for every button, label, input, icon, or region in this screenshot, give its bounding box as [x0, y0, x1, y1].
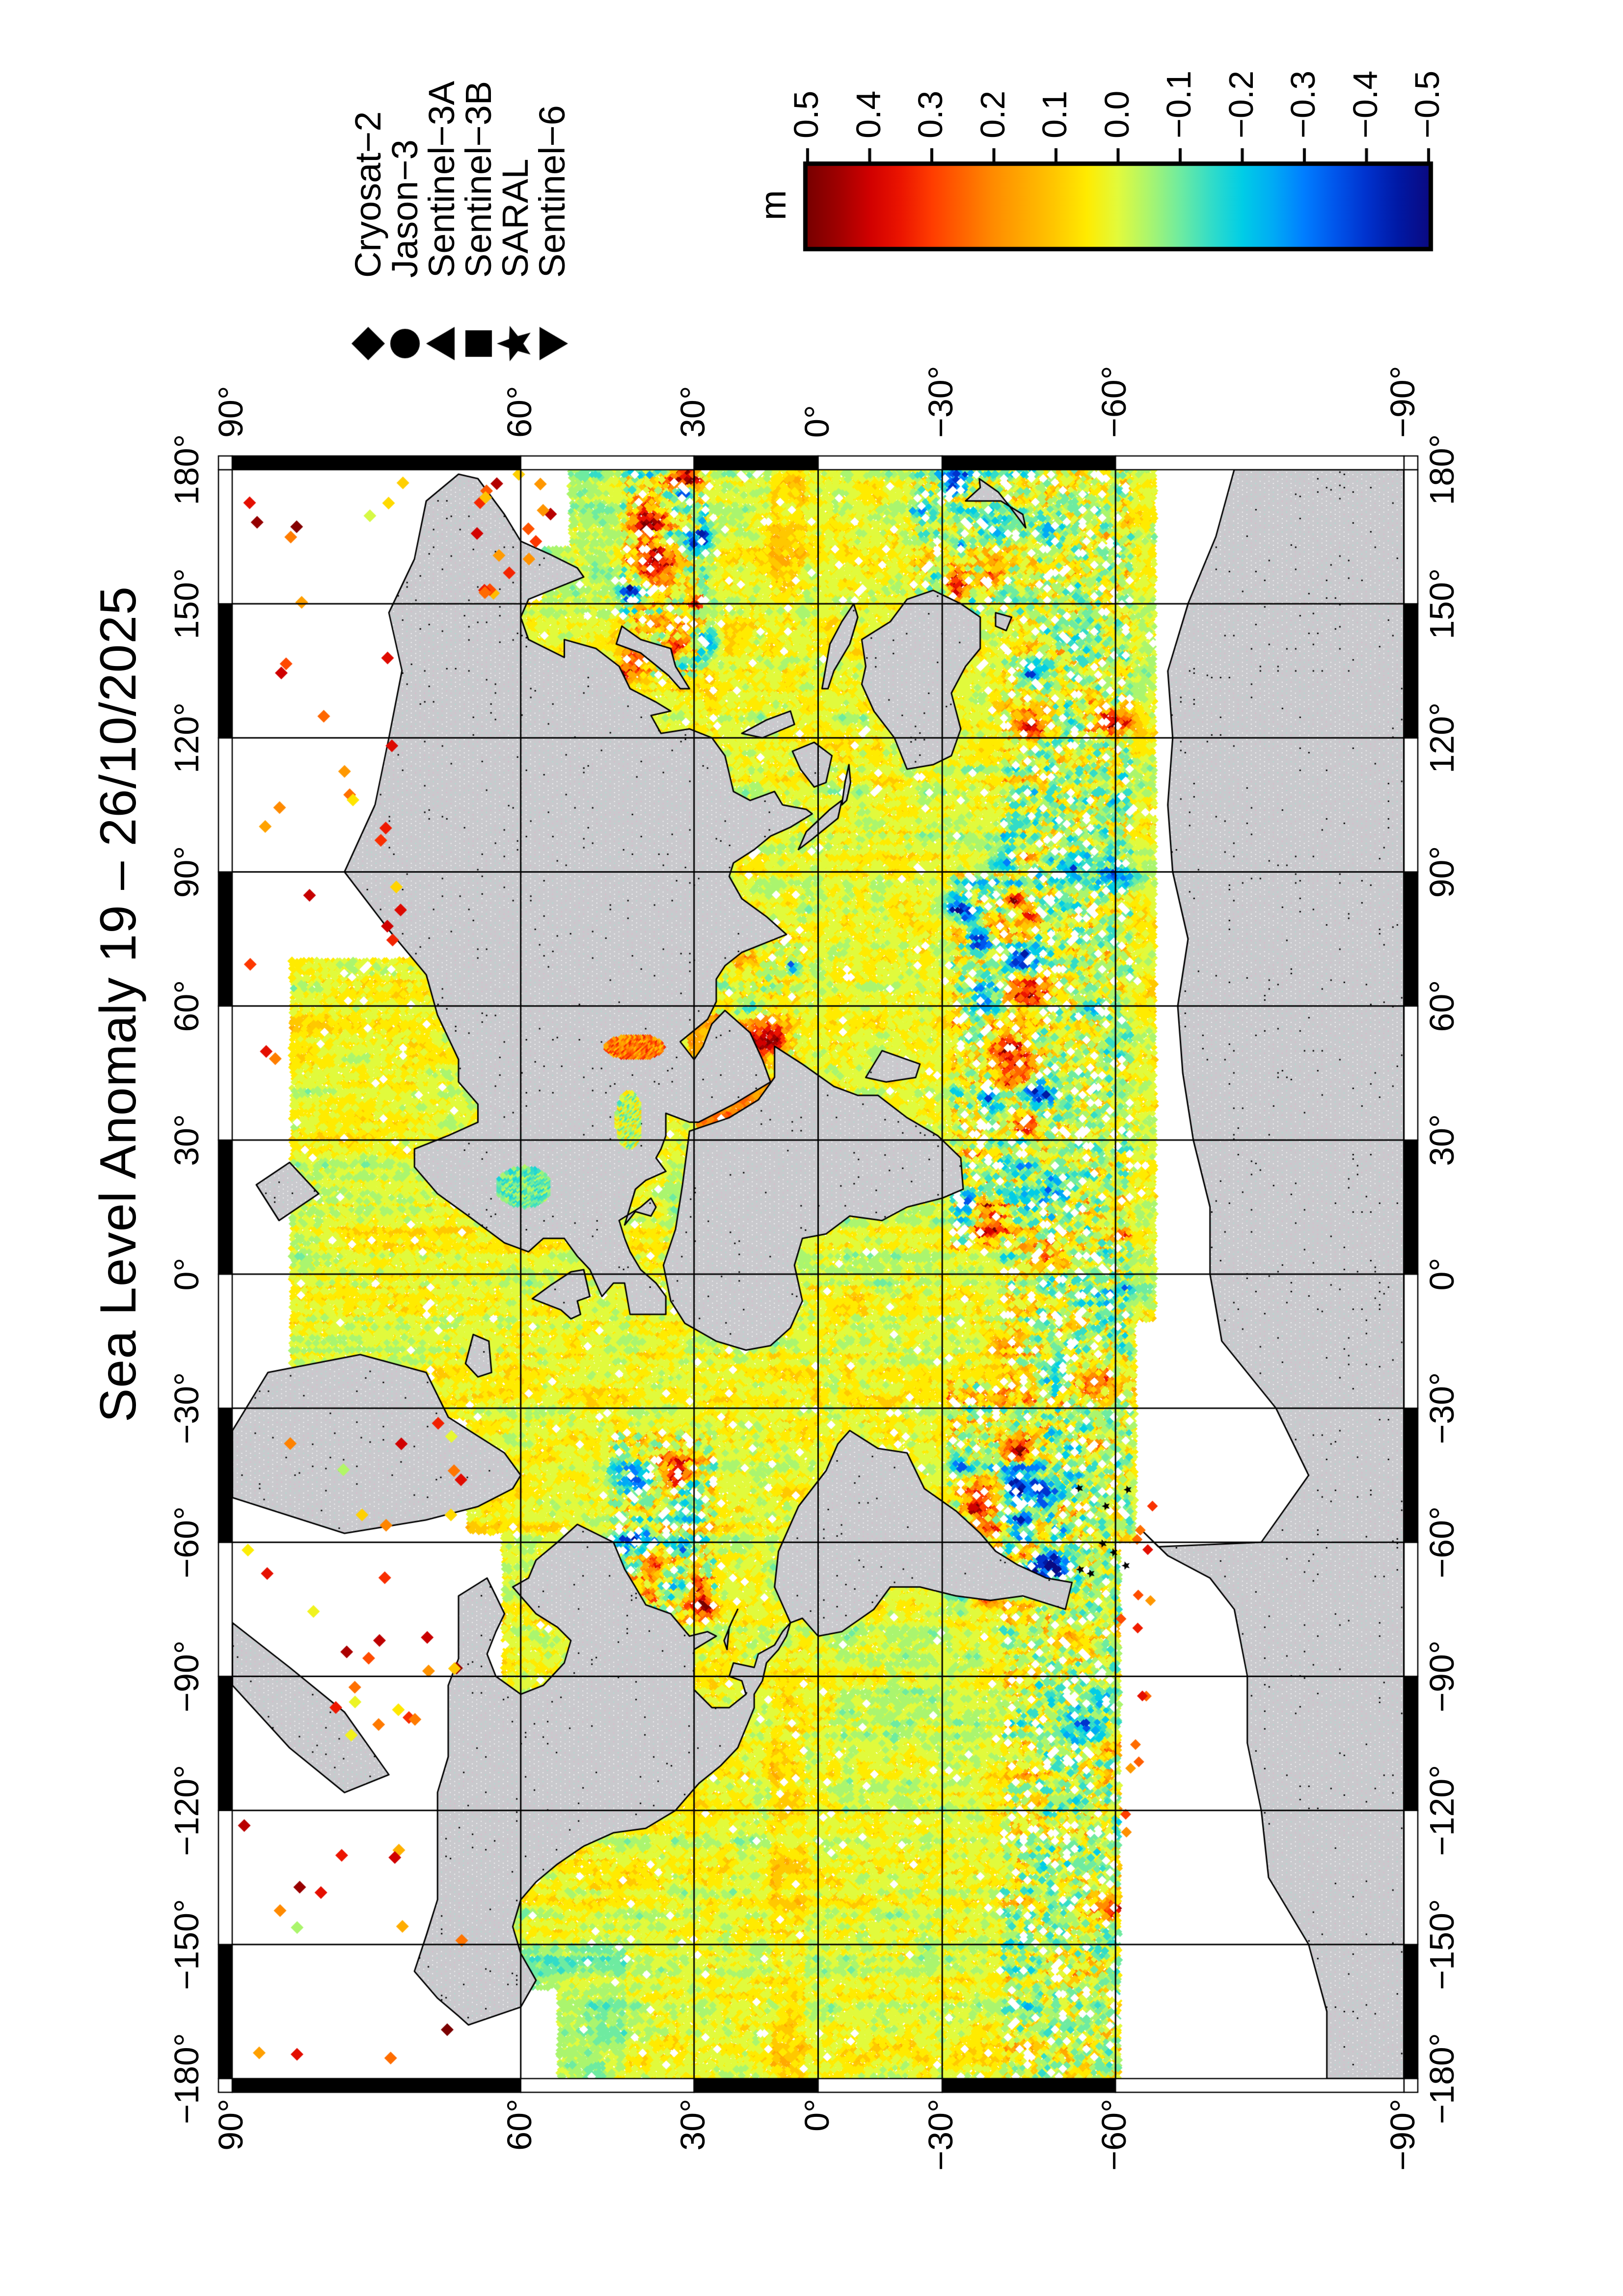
lat-tick-label-left: 60°: [500, 2099, 539, 2151]
colorbar-tick-label: 0.3: [911, 90, 950, 138]
colorbar-tick-label: −0.2: [1221, 70, 1260, 138]
lat-tick-label-right: −60°: [1095, 366, 1134, 438]
lon-tick-label-bottom: −90°: [1423, 1640, 1461, 1712]
legend-item-label-triangle-up: Sentinel−3A: [421, 80, 462, 278]
lat-tick-label-right: −30°: [921, 366, 960, 438]
lon-tick-label-bottom: −180°: [1423, 2033, 1461, 2124]
lon-tick-label-bottom: 0°: [1423, 1257, 1461, 1291]
colorbar-tick-label: −0.1: [1160, 70, 1198, 138]
lat-tick-label-right: −90°: [1383, 366, 1422, 438]
lon-tick-label-bottom: 150°: [1423, 568, 1461, 640]
lon-tick-label-top: −60°: [167, 1506, 206, 1578]
legend-item-label-star: SARAL: [495, 159, 536, 278]
lon-tick-label-bottom: 120°: [1423, 702, 1461, 774]
lon-tick-label-bottom: −150°: [1423, 1899, 1461, 1990]
lon-tick-label-bottom: 90°: [1423, 846, 1461, 898]
lon-tick-label-bottom: −120°: [1423, 1764, 1461, 1856]
lon-tick-label-bottom: 180°: [1423, 434, 1461, 506]
lat-tick-label-left: 90°: [212, 2099, 250, 2151]
lon-tick-label-bottom: −60°: [1423, 1506, 1461, 1578]
legend-item-label-circle: Jason−3: [384, 139, 425, 278]
colorbar-tick-label: 0.2: [973, 90, 1012, 138]
lat-tick-label-right: 0°: [797, 405, 836, 438]
lon-tick-label-top: 30°: [167, 1114, 206, 1166]
legend-item-label-triangle-down: Sentinel−6: [532, 105, 572, 278]
colorbar-unit-label: m: [753, 190, 793, 220]
legend-item-label-square: Sentinel−3B: [458, 80, 499, 278]
colorbar-tick-label: 0.1: [1035, 90, 1074, 138]
colorbar-tick-label: −0.5: [1408, 70, 1447, 138]
colorbar-tick-label: 0.4: [849, 90, 888, 138]
colorbar-tick-label: 0.0: [1097, 90, 1136, 138]
figure-title: Sea Level Anomaly 19 – 26/10/2025: [90, 586, 147, 1422]
lat-tick-label-left: 0°: [797, 2099, 836, 2132]
lon-tick-label-top: −150°: [167, 1899, 206, 1990]
lat-tick-label-left: −90°: [1383, 2099, 1422, 2171]
colorbar-tick-label: 0.5: [787, 90, 826, 138]
lon-tick-label-top: 60°: [167, 980, 206, 1032]
lat-tick-label-left: 30°: [674, 2099, 712, 2151]
lat-tick-label-left: −60°: [1095, 2099, 1134, 2171]
lon-tick-label-top: −30°: [167, 1372, 206, 1444]
lon-tick-label-top: 90°: [167, 846, 206, 898]
lon-tick-label-top: −90°: [167, 1640, 206, 1712]
colorbar-tick-label: −0.4: [1346, 70, 1384, 138]
lon-tick-label-top: 0°: [167, 1257, 206, 1291]
lon-tick-label-top: −180°: [167, 2033, 206, 2124]
lon-tick-label-top: 150°: [167, 568, 206, 640]
lon-tick-label-bottom: 60°: [1423, 980, 1461, 1032]
lon-tick-label-bottom: −30°: [1423, 1372, 1461, 1444]
lon-tick-label-top: −120°: [167, 1764, 206, 1856]
colorbar-tick-label: −0.3: [1284, 70, 1323, 138]
lon-tick-label-top: 120°: [167, 702, 206, 774]
lat-tick-label-left: −30°: [921, 2099, 960, 2171]
legend-item-label-diamond: Cryosat−2: [348, 111, 388, 278]
lat-tick-label-right: 30°: [674, 386, 712, 438]
lat-tick-label-right: 90°: [212, 386, 250, 438]
lon-tick-label-bottom: 30°: [1423, 1114, 1461, 1166]
lon-tick-label-top: 180°: [167, 434, 206, 506]
lat-tick-label-right: 60°: [500, 386, 539, 438]
